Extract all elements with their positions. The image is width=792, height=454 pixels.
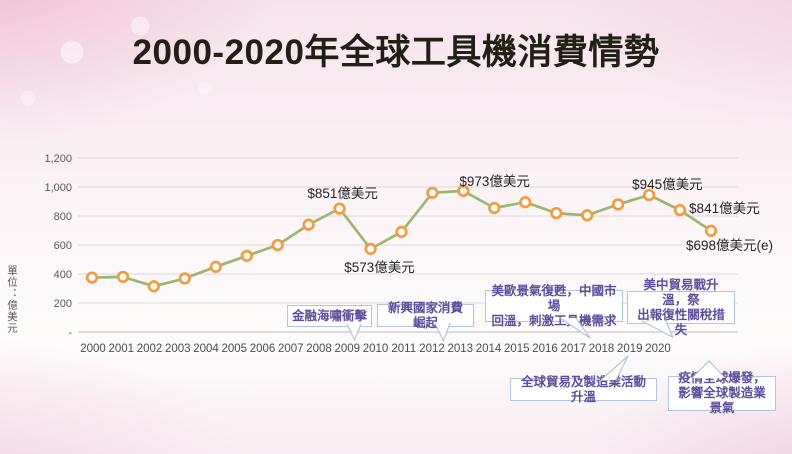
value-label-2009: $573億美元 [344,259,415,275]
callout-pandemic: 疫情全球爆發， 影響全球製造業景氣 [668,371,776,415]
callout-financial-crisis: 金融海嘯衝擊 [287,305,372,327]
callout-us-eu-recovery: 美歐景氣復甦，中國市場 回溫，刺激工具機需求 [485,284,623,328]
value-label-2019: $841億美元 [689,201,760,217]
page-title: 2000-2020年全球工具機消費情勢 [132,33,660,72]
callout-trade-war: 美中貿易戰升溫，祭 出報復性關稅措失 [627,278,735,337]
callout-global-trade-up: 全球貿易及製造業活動升溫 [510,375,657,404]
value-label-2012: $973億美元 [459,173,530,189]
value-label-2020: $698億美元(e) [686,237,774,253]
callout-emerging-markets: 新興國家消費崛起 [377,301,474,330]
y-axis-unit-label: 單位：億美元 [6,265,18,334]
value-label-2018: $945億美元 [632,176,703,192]
value-label-2008: $851億美元 [307,185,378,201]
